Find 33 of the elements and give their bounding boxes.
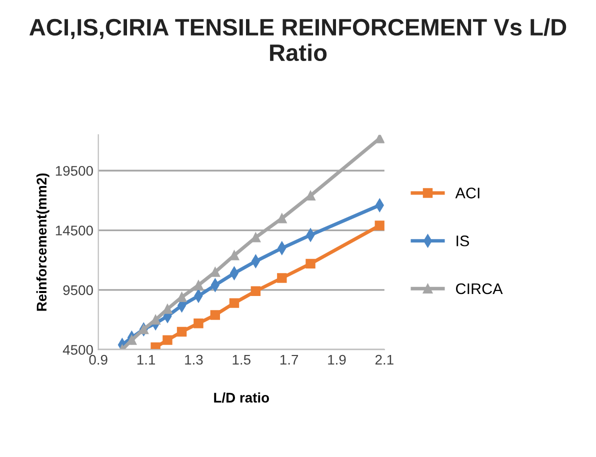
x-tick-label: 2.1 [375,354,394,365]
point [210,267,220,277]
x-tick-label: 1.3 [185,354,203,365]
point [229,298,240,308]
x-tick-label: 0.9 [89,354,108,365]
point [150,314,160,325]
x-tick-label: 1.9 [328,354,346,365]
point [277,213,287,224]
y-tick-label: 4500 [62,344,93,355]
x-tick-label: 1.5 [232,354,250,365]
point [374,220,384,230]
point [194,318,204,328]
point [306,258,316,269]
legend-label: CIRCA [456,283,503,294]
point [210,310,220,320]
y-tick-label: 19500 [56,166,93,176]
point [176,326,187,337]
chart-title: ACI,IS,CIRIA TENSILE REINFORCEMENT Vs L/D Ratio [29,18,566,62]
y-axis-title: Reinforcement(mm2) [36,173,50,311]
legend-label: ACI [455,188,480,198]
point [277,273,287,283]
point [306,190,316,201]
y-tick-label: 14500 [56,226,93,236]
point [162,304,172,314]
point [126,335,137,345]
legend-label: IS [456,235,469,246]
x-tick-label: 1.1 [137,354,155,365]
x-axis-title: L/D ratio [214,392,269,403]
point [162,335,172,345]
x-tick-label: 1.7 [280,354,298,365]
y-tick-label: 9500 [63,285,93,296]
point [250,286,261,296]
point [150,342,160,350]
